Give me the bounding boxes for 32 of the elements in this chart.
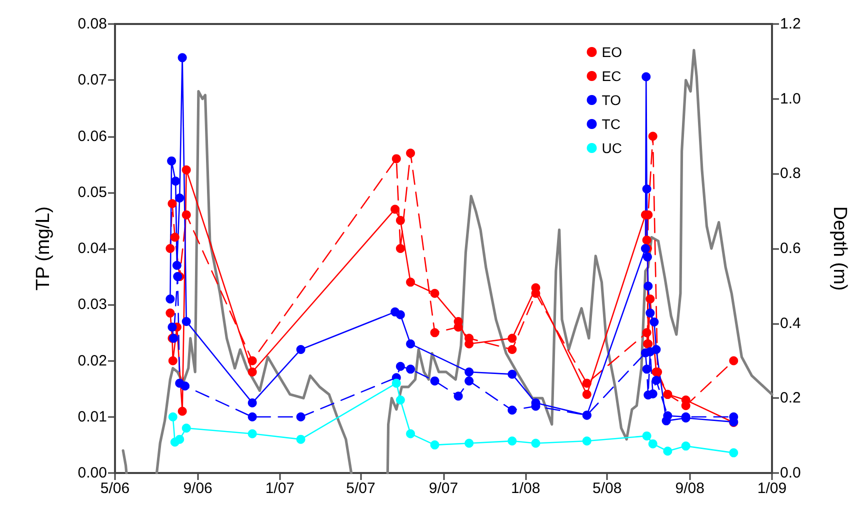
y2-tick-label: 0.0 xyxy=(780,464,801,482)
legend-label: UC xyxy=(602,140,622,156)
x-tick-label: 9/08 xyxy=(675,480,704,497)
y-tick-label: 0.02 xyxy=(78,352,107,370)
y-axis-title: TP (mg/L) xyxy=(33,206,54,291)
y-tick-label: 0.08 xyxy=(78,16,107,32)
y-tick-label: 0.05 xyxy=(78,184,107,201)
y2-axis-title: Depth (m) xyxy=(829,206,850,291)
x-tick-label: 1/09 xyxy=(757,480,787,497)
y-tick-label: 0.00 xyxy=(78,464,107,482)
y2-tick-label: 1.0 xyxy=(780,90,801,108)
x-tick-label: 1/08 xyxy=(511,480,540,497)
y-tick-label: 0.04 xyxy=(78,240,107,257)
y-tick-label: 0.07 xyxy=(78,72,107,89)
x-tick-label: 9/07 xyxy=(428,480,458,497)
x-tick-label: 5/07 xyxy=(346,480,376,497)
x-tick-label: 9/06 xyxy=(183,480,212,497)
y-tick-label: 0.06 xyxy=(78,128,107,145)
y-tick-label: 0.01 xyxy=(78,408,107,426)
y-tick-label: 0.03 xyxy=(78,296,107,314)
legend-label: TC xyxy=(602,116,620,132)
y2-tick-label: 0.4 xyxy=(780,314,801,332)
x-tick-label: 5/08 xyxy=(592,480,622,497)
x-tick-label: 5/06 xyxy=(100,480,130,497)
y2-tick-label: 0.6 xyxy=(780,240,801,257)
y2-tick-label: 1.2 xyxy=(780,16,801,32)
legend-label: TO xyxy=(602,92,622,108)
legend-label: EC xyxy=(602,68,622,84)
y2-tick-label: 0.2 xyxy=(780,390,801,407)
y2-tick-label: 0.8 xyxy=(780,165,801,182)
legend-label: EO xyxy=(602,44,622,60)
x-tick-label: 1/07 xyxy=(265,480,295,497)
